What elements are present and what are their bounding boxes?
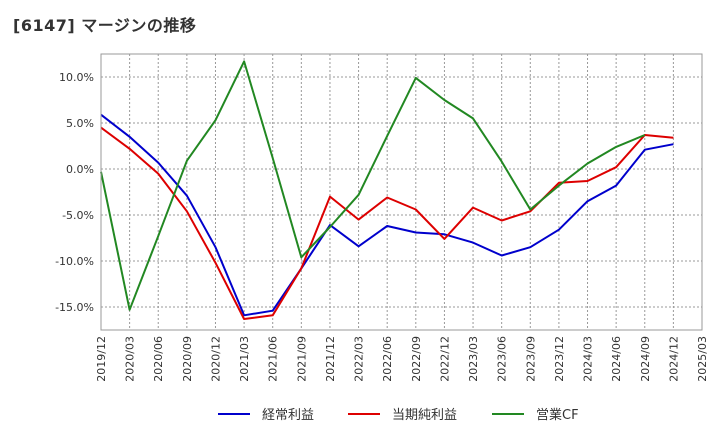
legend-label: 当期純利益 <box>392 408 457 423</box>
x-tick-label: 2020/12 <box>209 336 222 382</box>
x-tick-label: 2022/06 <box>381 336 394 382</box>
legend: 経常利益 当期純利益 営業CF <box>218 407 579 423</box>
x-tick-label: 2021/12 <box>324 336 337 382</box>
series-line <box>100 113 674 317</box>
x-tick-label: 2024/09 <box>639 336 652 382</box>
legend-label: 経常利益 <box>262 408 314 423</box>
y-tick-label: -10.0% <box>55 255 94 268</box>
x-tick-label: 2025/03 <box>696 336 709 382</box>
y-tick-label: -15.0% <box>55 301 94 314</box>
grid-lines <box>101 54 702 330</box>
x-tick-label: 2021/03 <box>238 336 251 382</box>
x-tick-label: 2019/12 <box>95 336 108 382</box>
legend-label: 営業CF <box>536 407 579 423</box>
x-tick-label: 2021/06 <box>267 336 280 382</box>
x-tick-label: 2020/03 <box>124 336 137 382</box>
x-tick-label: 2022/12 <box>438 336 451 382</box>
x-tick-label: 2023/06 <box>496 336 509 382</box>
x-tick-label: 2023/09 <box>524 336 537 382</box>
series-lines <box>100 60 674 320</box>
x-tick-label: 2022/03 <box>353 336 366 382</box>
x-axis-ticks: 2019/12 2020/03 2020/06 2020/09 2020/12 2021/… <box>95 336 709 382</box>
x-tick-label: 2024/12 <box>667 336 680 382</box>
y-tick-label: 10.0% <box>59 71 94 84</box>
x-tick-label: 2020/09 <box>181 336 194 382</box>
x-tick-label: 2021/09 <box>295 336 308 382</box>
x-tick-label: 2023/03 <box>467 336 480 382</box>
y-tick-label: -5.0% <box>62 209 94 222</box>
y-tick-label: 0.0% <box>66 163 94 176</box>
x-tick-label: 2022/09 <box>410 336 423 382</box>
x-tick-label: 2024/06 <box>610 336 623 382</box>
x-tick-label: 2024/03 <box>582 336 595 382</box>
x-tick-label: 2023/12 <box>553 336 566 382</box>
chart-title: [6147] マージンの推移 <box>13 16 197 35</box>
series-line <box>100 126 674 320</box>
y-axis-ticks: 10.0% 5.0% 0.0% -5.0% -10.0% -15.0% <box>55 71 94 314</box>
series-line <box>100 60 646 311</box>
plot-frame <box>100 53 703 331</box>
x-tick-label: 2020/06 <box>152 336 165 382</box>
y-tick-label: 5.0% <box>66 117 94 130</box>
